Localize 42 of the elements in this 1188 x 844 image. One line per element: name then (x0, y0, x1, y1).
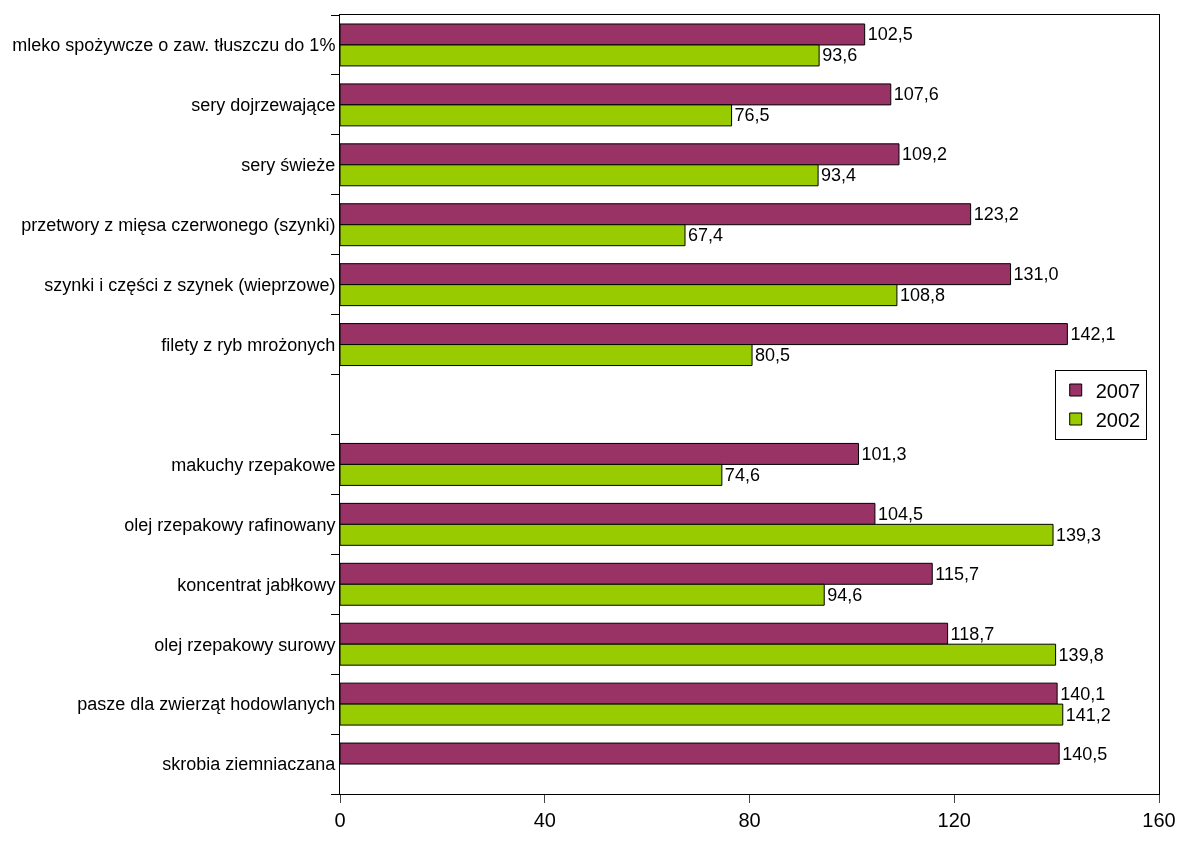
y-tick-label: olej rzepakowy rafinowany (124, 514, 336, 535)
data-label: 94,6 (827, 584, 863, 605)
data-label: 76,5 (734, 105, 770, 126)
data-label: 108,8 (899, 285, 945, 306)
data-label: 67,4 (688, 225, 724, 246)
y-tick-label: sery świeże (241, 155, 336, 176)
data-label: 140,1 (1060, 683, 1106, 704)
x-tick-label: 0 (334, 809, 346, 831)
data-label: 109,2 (901, 144, 948, 165)
data-label: 107,6 (893, 84, 939, 105)
y-tick-label: szynki i części z szynek (wieprzowe) (44, 274, 336, 295)
data-label: 104,5 (877, 503, 923, 524)
x-tick-label: 80 (738, 809, 761, 831)
data-label: 139,3 (1056, 524, 1102, 545)
data-label: 102,5 (867, 24, 913, 45)
data-label: 123,2 (973, 204, 1019, 225)
data-label: 118,7 (950, 623, 995, 644)
y-tick-label: pasze dla zwierząt hodowlanych (77, 694, 336, 715)
x-tick-label: 160 (1142, 809, 1176, 831)
y-tick-label: przetwory z mięsa czerwonego (szynki) (21, 215, 336, 236)
x-tick-label: 120 (937, 809, 971, 831)
data-label: 139,8 (1058, 644, 1104, 665)
y-tick-label: mleko spożywcze o zaw. tłuszczu do 1% (12, 35, 336, 56)
data-label: 74,6 (724, 464, 760, 485)
data-label: 115,7 (935, 563, 979, 584)
y-tick-label: sery dojrzewające (191, 95, 336, 116)
y-tick-label: olej rzepakowy surowy (154, 634, 336, 655)
data-label: 101,3 (861, 443, 907, 464)
data-label: 131,0 (1013, 264, 1059, 285)
legend-label: 2007 (1095, 379, 1141, 402)
y-tick-label: filety z ryb mrożonych (161, 334, 336, 355)
y-tick-label: skrobia ziemniaczana (162, 754, 337, 775)
data-label: 141,2 (1065, 704, 1111, 725)
legend-label: 2002 (1095, 408, 1141, 431)
y-tick-label: makuchy rzepakowe (171, 454, 336, 475)
data-label: 93,6 (822, 45, 858, 66)
data-label: 93,4 (821, 165, 857, 186)
data-label: 140,5 (1062, 743, 1108, 764)
y-tick-label: koncentrat jabłkowy (177, 574, 336, 595)
data-label: 80,5 (755, 345, 791, 366)
data-label: 142,1 (1070, 324, 1116, 345)
x-tick-label: 40 (533, 809, 556, 831)
